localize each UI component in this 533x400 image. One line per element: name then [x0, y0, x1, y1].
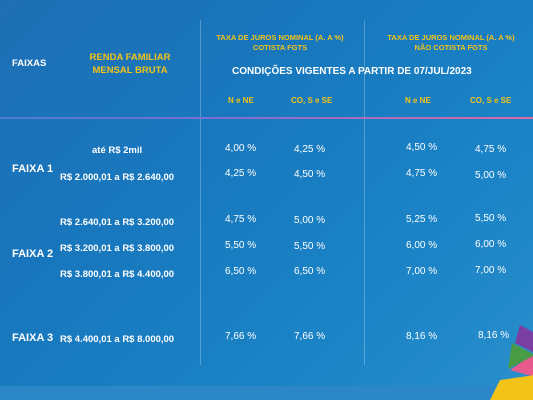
rate-nao-cotista-co-s-se: 4,75 % [475, 144, 507, 155]
taxa-nao-cotista-header-line2: NÃO COTISTA FGTS [414, 43, 488, 52]
income-range: até R$ 2mil [92, 145, 143, 156]
taxa-nao-cotista-header-line1: TAXA DE JUROS NOMINAL (A. A %) [387, 33, 515, 42]
col-header-n-ne-cotista: N e NE [228, 96, 254, 105]
rate-cotista-n-ne: 7,66 % [225, 331, 257, 342]
rate-cotista-co-s-se: 4,50 % [294, 169, 326, 180]
rate-cotista-co-s-se: 4,25 % [294, 144, 326, 155]
faixas-header: FAIXAS [12, 58, 47, 69]
rate-cotista-co-s-se: 5,00 % [294, 215, 326, 226]
condicoes-vigentes-title: CONDIÇÕES VIGENTES A PARTIR DE 07/JUL/20… [232, 66, 472, 77]
rate-cotista-n-ne: 6,50 % [225, 266, 257, 277]
col-header-co-s-se-cotista: CO, S e SE [291, 96, 333, 105]
rate-nao-cotista-co-s-se: 5,00 % [475, 170, 507, 181]
col-header-n-ne-nao-cotista: N e NE [405, 96, 431, 105]
taxa-cotista-header-line2: COTISTA FGTS [252, 43, 308, 52]
decorative-corner-shapes [490, 325, 533, 400]
rate-nao-cotista-co-s-se: 5,50 % [475, 213, 507, 224]
col-header-co-s-se-nao-cotista: CO, S e SE [470, 96, 512, 105]
column-separator-left [200, 20, 201, 365]
rate-cotista-co-s-se: 6,50 % [294, 266, 326, 277]
taxa-cotista-header-line1: TAXA DE JUROS NOMINAL (A. A %) [216, 33, 344, 42]
rate-cotista-n-ne: 4,75 % [225, 214, 257, 225]
renda-header-line2: MENSAL BRUTA [92, 65, 168, 76]
faixa-3-label: FAIXA 3 [12, 332, 54, 344]
rate-nao-cotista-co-s-se: 8,16 % [478, 330, 510, 341]
rate-nao-cotista-n-ne: 7,00 % [406, 266, 438, 277]
rate-cotista-n-ne: 4,00 % [225, 143, 257, 154]
rate-nao-cotista-n-ne: 4,75 % [406, 168, 438, 179]
faixa-1-label: FAIXA 1 [12, 163, 54, 175]
rate-cotista-co-s-se: 7,66 % [294, 331, 326, 342]
rate-cotista-n-ne: 4,25 % [225, 168, 257, 179]
rate-nao-cotista-n-ne: 5,25 % [406, 214, 438, 225]
income-range: R$ 4.400,01 a R$ 8.000,00 [60, 334, 175, 345]
rate-cotista-n-ne: 5,50 % [225, 240, 257, 251]
income-range: R$ 2.000,01 a R$ 2.640,00 [60, 172, 175, 183]
income-range: R$ 3.200,01 a R$ 3.800,00 [60, 243, 175, 254]
rate-nao-cotista-co-s-se: 6,00 % [475, 239, 507, 250]
rate-nao-cotista-n-ne: 6,00 % [406, 240, 438, 251]
income-range: R$ 2.640,01 a R$ 3.200,00 [60, 217, 175, 228]
renda-header-line1: RENDA FAMILIAR [89, 52, 171, 63]
rate-nao-cotista-co-s-se: 7,00 % [475, 265, 507, 276]
faixa-2-label: FAIXA 2 [12, 248, 54, 260]
header-divider [0, 117, 533, 119]
rate-cotista-co-s-se: 5,50 % [294, 241, 326, 252]
column-separator-right [364, 20, 365, 365]
income-range: R$ 3.800,01 a R$ 4.400,00 [60, 269, 175, 280]
footer-band [0, 386, 533, 400]
rate-nao-cotista-n-ne: 4,50 % [406, 142, 438, 153]
rate-nao-cotista-n-ne: 8,16 % [406, 331, 438, 342]
